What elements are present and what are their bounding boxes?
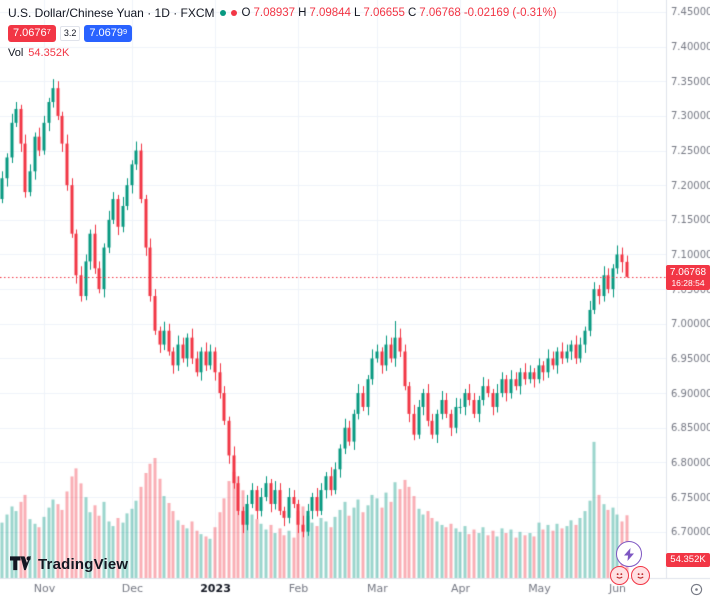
buy-price-button[interactable]: 7.06799: [84, 25, 133, 42]
quote-panel: 7.06767 3.2 7.06799: [8, 25, 557, 42]
last-price-value: 7.06768: [669, 266, 707, 278]
ohlc-values: O 7.08937 H 7.09844 L 7.06655 C 7.06768 …: [242, 7, 557, 19]
close-value: 7.06768: [419, 7, 461, 19]
volume-axis-badge: 54.352K: [666, 553, 710, 567]
close-label: C: [407, 7, 417, 19]
last-price-badge: 7.06768 16:28:54: [666, 264, 710, 290]
open-value: 7.08937: [253, 7, 296, 19]
boost-button[interactable]: [616, 541, 642, 567]
high-value: 7.09844: [309, 7, 351, 19]
sell-price-button[interactable]: 7.06767: [8, 25, 56, 42]
open-label: O: [241, 7, 251, 19]
reaction-buttons[interactable]: [610, 566, 650, 585]
tradingview-logo[interactable]: TradingView: [10, 556, 128, 573]
volume-value: 54.352K: [28, 47, 70, 59]
bearish-dot-icon: [230, 10, 237, 16]
volume-row: Vol 54.352K: [8, 47, 557, 59]
emoji-face-icon: [610, 566, 629, 585]
volume-label: Vol: [8, 47, 24, 59]
tradingview-logomark-icon: [10, 556, 31, 571]
time-settings-icon[interactable]: [690, 583, 703, 600]
spread-value: 3.2: [59, 26, 81, 41]
tradingview-logo-text: TradingView: [38, 556, 129, 573]
high-label: H: [298, 7, 307, 19]
emoji-face-icon: [631, 566, 650, 585]
bullish-dot-icon: [219, 10, 226, 16]
lightning-icon: [623, 547, 634, 561]
low-value: 7.06655: [363, 7, 405, 19]
change-value: -0.02169 (-0.31%): [463, 7, 557, 19]
low-label: L: [353, 7, 361, 19]
symbol-title[interactable]: U.S. Dollar/Chinese Yuan · 1D · FXCM: [8, 6, 215, 20]
bar-countdown: 16:28:54: [671, 277, 705, 288]
symbol-legend: U.S. Dollar/Chinese Yuan · 1D · FXCM O 7…: [8, 6, 557, 59]
